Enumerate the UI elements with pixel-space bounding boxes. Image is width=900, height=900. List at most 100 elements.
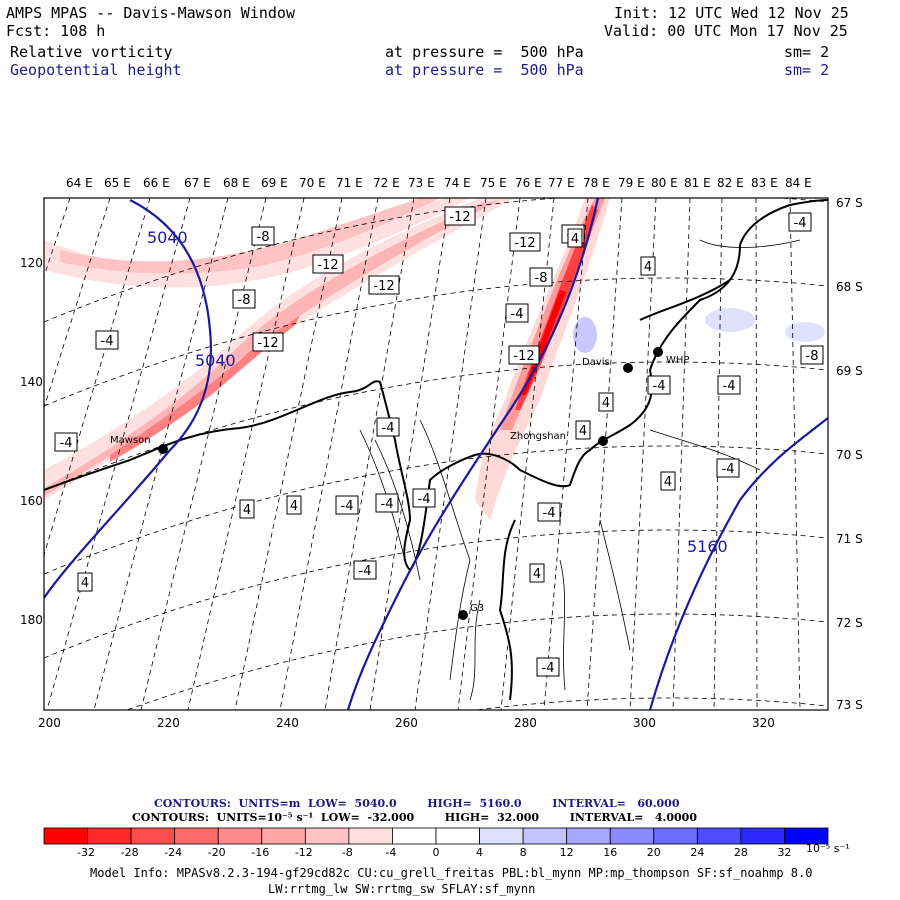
vorticity-label-box: [716, 458, 740, 478]
x-label: 200: [38, 716, 61, 730]
vorticity-label: -8: [806, 349, 819, 364]
vorticity-label-box: [353, 560, 377, 580]
height-label: 5160: [687, 537, 728, 556]
vorticity-label-box: [508, 345, 540, 365]
vorticity-label: -4: [794, 216, 807, 231]
vorticity-label-box: [509, 232, 541, 252]
vorticity-label: 4: [243, 503, 251, 518]
colorbar-swatch: [348, 827, 393, 845]
vorticity-label-box: [312, 254, 344, 274]
lon-label: 68 E: [223, 176, 250, 190]
lon-label: 76 E: [515, 176, 542, 190]
station-names: Mawson Davis WHP Zhongshan G3: [110, 355, 689, 614]
vorticity-label: -4: [382, 421, 395, 436]
field1-level: at pressure = 500 hPa: [385, 43, 584, 61]
vorticity-label: -12: [514, 236, 535, 251]
lat-label: 68 S: [836, 280, 863, 294]
colorbar-label: -4: [385, 846, 397, 859]
lat-label: 70 S: [836, 448, 863, 462]
valid-time: Valid: 00 UTC Mon 17 Nov 25: [604, 22, 848, 40]
vorticity-label-box: [529, 563, 545, 583]
lon-label: 79 E: [618, 176, 645, 190]
station-label-whp: WHP: [666, 355, 689, 366]
lon-label: 71 E: [336, 176, 363, 190]
colorbar-label: -16: [251, 846, 270, 859]
colorbar-swatch: [696, 827, 742, 845]
vorticity-label-box: [54, 432, 78, 452]
vorticity-label-box: [239, 499, 255, 519]
vorticity-label: -12: [317, 258, 338, 273]
x-label: 260: [395, 716, 418, 730]
vorticity-label: -4: [653, 379, 666, 394]
coastline: [44, 199, 828, 701]
lon-label: 75 E: [480, 176, 507, 190]
vorticity-label-box: [537, 502, 561, 522]
colorbar-swatch: [87, 827, 132, 845]
vorticity-label: -4: [511, 307, 524, 322]
positive-vorticity-areas: [573, 308, 825, 353]
vorticity-label: -12: [257, 336, 278, 351]
vorticity-label: 4: [644, 260, 652, 275]
zhongshan-marker: [598, 436, 608, 446]
vorticity-label: -4: [101, 334, 114, 349]
map-plot-area: Mawson Davis WHP Zhongshan G3 5040 5040 …: [44, 198, 828, 710]
forecast-hour: Fcst: 108 h: [6, 22, 106, 40]
vorticity-label-box: [598, 392, 614, 412]
vorticity-label-box: [95, 330, 119, 350]
latlon-grid: [44, 198, 828, 710]
lon-label: 72 E: [373, 176, 400, 190]
colorbar-label: -8: [341, 846, 353, 859]
vorticity-label-box: [660, 471, 676, 491]
vorticity-label-box: [505, 303, 529, 323]
vorticity-label-box: [567, 228, 583, 248]
colorbar-swatch: [566, 827, 611, 845]
y-label: 140: [20, 375, 43, 389]
colorbar-label: 8: [519, 846, 527, 859]
vorticity-label-box: [368, 275, 400, 295]
vorticity-label-box: [376, 417, 400, 437]
vorticity-label-box: [412, 488, 436, 508]
vorticity-label-box: [444, 206, 476, 226]
mawson-marker: [158, 444, 168, 454]
vorticity-label-box: [232, 289, 256, 309]
lon-label: 80 E: [651, 176, 678, 190]
colorbar-swatch: [522, 827, 568, 845]
vorticity-label-box: [640, 256, 656, 276]
vorticity-label: -4: [381, 497, 394, 512]
vorticity-label: -4: [722, 462, 735, 477]
x-label: 280: [514, 716, 537, 730]
vorticity-label-box: [251, 226, 275, 246]
lat-label: 71 S: [836, 532, 863, 546]
field2-smoothing: sm= 2: [784, 61, 830, 79]
height-contours: [44, 198, 828, 710]
vorticity-label-box: [529, 267, 553, 287]
colorbar-label: 0: [432, 846, 440, 859]
colorbar-label: -28: [120, 846, 139, 859]
vorticity-label-box: [77, 572, 93, 592]
davis-marker: [623, 363, 633, 373]
lon-label: 78 E: [583, 176, 610, 190]
colorbar-swatch: [435, 827, 480, 845]
colorbar-label: -32: [77, 846, 96, 859]
colorbar-units: 10⁻⁵ s⁻¹: [806, 842, 850, 855]
colorbar-swatch: [174, 827, 219, 845]
lat-label: 67 S: [836, 196, 863, 210]
lon-label: 77 E: [548, 176, 575, 190]
vorticity-label: 4: [533, 567, 541, 582]
lon-label: 84 E: [785, 176, 812, 190]
x-label: 240: [276, 716, 299, 730]
g3-marker: [458, 610, 468, 620]
height-labels: 5040 5040 5160: [147, 228, 728, 556]
lon-label: 64 E: [66, 176, 93, 190]
colorbar-label: 16: [603, 846, 618, 859]
vorticity-label: 4: [664, 475, 672, 490]
vorticity-label: -4: [543, 506, 556, 521]
field2-level: at pressure = 500 hPa: [385, 61, 584, 79]
colorbar-swatch: [43, 827, 88, 845]
whp-marker: [653, 347, 663, 357]
vorticity-label: -8: [257, 230, 270, 245]
field1-name: Relative vorticity: [10, 43, 173, 61]
lon-label: 65 E: [104, 176, 131, 190]
lon-label: 69 E: [261, 176, 288, 190]
colorbar-label: -24: [164, 846, 183, 859]
